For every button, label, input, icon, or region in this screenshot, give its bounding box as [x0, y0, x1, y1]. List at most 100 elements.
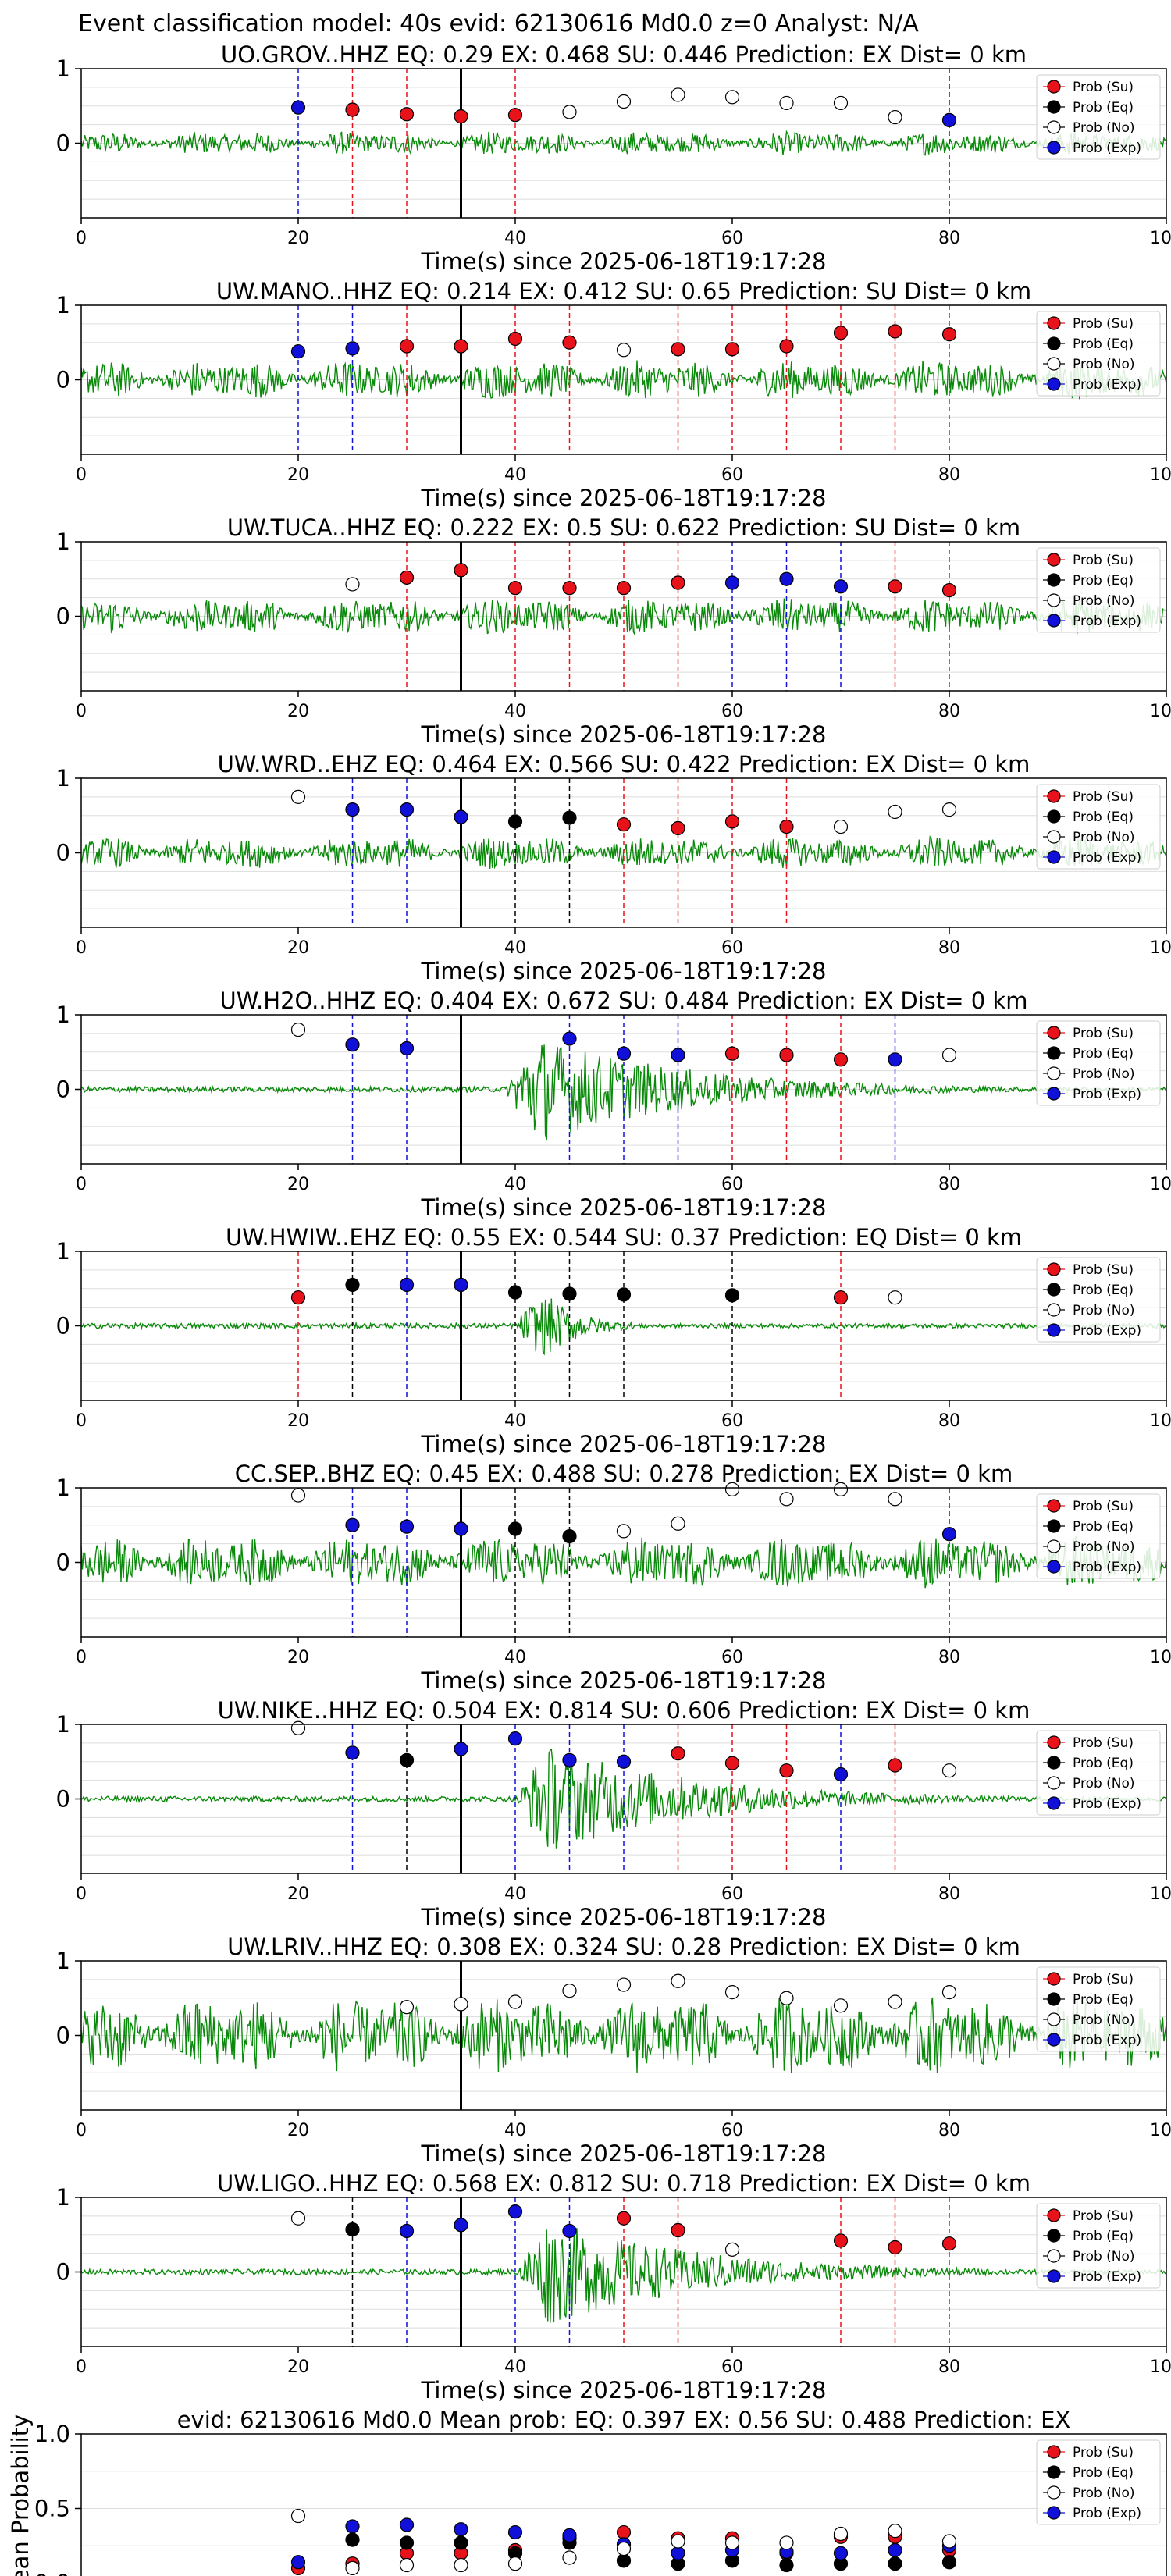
- prob-point-eq: [616, 2553, 632, 2568]
- x-tick-label: 60: [721, 1884, 743, 1904]
- panel-3: UW.TUCA..HHZ EQ: 0.222 EX: 0.5 SU: 0.622…: [56, 514, 1171, 748]
- prob-point-no: [616, 343, 632, 358]
- prob-point-exp: [671, 1048, 685, 1062]
- legend-label: Prob (No): [1073, 1303, 1135, 1318]
- legend-box: [1036, 1020, 1161, 1106]
- prob-point-eq: [507, 1521, 523, 1536]
- prob-point-no: [779, 1991, 794, 2005]
- prob-point-no: [290, 1022, 306, 1037]
- legend-label: Prob (Su): [1073, 1026, 1134, 1041]
- panel-title: UW.TUCA..HHZ EQ: 0.222 EX: 0.5 SU: 0.622…: [227, 514, 1020, 541]
- legend-box: [1036, 74, 1161, 160]
- prob-point-no: [345, 2560, 360, 2575]
- x-tick-label: 60: [721, 1175, 743, 1194]
- prob-point-su: [507, 581, 523, 596]
- legend-label: Prob (Eq): [1073, 2229, 1134, 2244]
- legend-label: Prob (No): [1073, 2012, 1135, 2028]
- prob-point-exp: [454, 2522, 468, 2537]
- x-tick-label: 60: [721, 1411, 743, 1431]
- prob-point-su: [454, 563, 468, 578]
- x-tick-label: 20: [287, 1648, 309, 1667]
- prob-point-no: [671, 2534, 685, 2549]
- legend-label: Prob (No): [1073, 1066, 1135, 1082]
- prob-point-su: [399, 570, 415, 585]
- legend-label: Prob (Exp): [1073, 614, 1141, 629]
- y-tick-label: 0: [56, 1786, 70, 1813]
- y-tick-label: 0: [56, 130, 70, 157]
- legend-label: Prob (Exp): [1073, 2506, 1141, 2521]
- panel-7: CC.SEP..BHZ EQ: 0.45 EX: 0.488 SU: 0.278…: [56, 1461, 1171, 1694]
- prob-point-no: [724, 2242, 740, 2257]
- panel-title: UW.LIGO..HHZ EQ: 0.568 EX: 0.812 SU: 0.7…: [217, 2170, 1030, 2197]
- prob-point-exp: [454, 1521, 468, 1536]
- legend-marker-exp: [1047, 850, 1061, 864]
- prob-point-su: [507, 331, 523, 347]
- legend-marker-no: [1047, 2485, 1061, 2500]
- x-axis-label: Time(s) since 2025-06-18T19:17:28: [421, 1667, 827, 1694]
- legend-box: [1036, 1493, 1161, 1579]
- legend-box: [1036, 547, 1161, 633]
- y-tick-label: 0: [56, 2023, 70, 2049]
- legend-label: Prob (Eq): [1073, 809, 1134, 825]
- prob-point-eq: [345, 2222, 360, 2237]
- legend-label: Prob (Su): [1073, 1262, 1134, 1278]
- x-tick-label: 40: [504, 1411, 526, 1431]
- y-tick-label: 0: [56, 1313, 70, 1340]
- legend: Prob (Su) Prob (Eq) Prob (No) Prob (Exp): [1036, 547, 1161, 633]
- x-tick-label: 0: [76, 2121, 87, 2140]
- x-tick-label: 20: [287, 702, 309, 721]
- prob-point-su: [833, 1052, 849, 1067]
- legend-marker-no: [1047, 1776, 1061, 1790]
- prob-point-su: [671, 2222, 685, 2238]
- x-axis-label: Time(s) since 2025-06-18T19:17:28: [421, 2140, 827, 2167]
- prob-point-su: [833, 326, 849, 340]
- prob-point-su: [562, 335, 577, 350]
- prob-point-su: [724, 1046, 740, 1061]
- prob-point-su: [616, 2211, 632, 2226]
- prob-point-eq: [507, 1285, 523, 1300]
- legend-box: [1036, 1730, 1161, 1816]
- legend-marker-no: [1047, 830, 1061, 844]
- prob-point-su: [833, 1290, 849, 1305]
- x-axis-label: Time(s) since 2025-06-18T19:17:28: [421, 1194, 827, 1221]
- legend-marker-eq: [1047, 2229, 1061, 2243]
- prob-point-exp: [562, 2223, 577, 2239]
- x-tick-label: 40: [504, 229, 526, 248]
- prob-point-su: [671, 342, 685, 357]
- legend-marker-su: [1047, 1972, 1061, 1986]
- legend: Prob (Su) Prob (Eq) Prob (No) Prob (Exp): [1036, 784, 1161, 870]
- panel-title: UO.GROV..HHZ EQ: 0.29 EX: 0.468 SU: 0.44…: [221, 41, 1027, 68]
- legend-box: [1036, 1257, 1161, 1343]
- prob-point-no: [290, 789, 306, 804]
- y-tick-label: 1: [56, 528, 70, 555]
- prob-point-su: [399, 339, 415, 354]
- prob-point-eq: [399, 2535, 415, 2550]
- x-tick-label: 40: [504, 465, 526, 485]
- legend-marker-su: [1047, 316, 1061, 330]
- legend-marker-exp: [1047, 141, 1061, 155]
- legend-marker-su: [1047, 1735, 1061, 1749]
- y-tick-label: 0: [56, 603, 70, 630]
- legend-marker-exp: [1047, 2506, 1061, 2520]
- prob-point-no: [833, 2526, 849, 2542]
- prob-point-no: [888, 2524, 902, 2539]
- prob-point-exp: [454, 1277, 468, 1293]
- y-tick-label: 0: [56, 367, 70, 393]
- prob-point-su: [779, 339, 794, 354]
- legend-label: Prob (Exp): [1073, 850, 1141, 866]
- prob-point-exp: [290, 2555, 306, 2570]
- prob-point-exp: [724, 575, 740, 590]
- x-tick-label: 100: [1150, 2121, 1171, 2140]
- x-tick-label: 40: [504, 2357, 526, 2377]
- prob-point-exp: [833, 579, 849, 594]
- legend-box: [1036, 2439, 1161, 2525]
- x-axis-label: Time(s) since 2025-06-18T19:17:28: [421, 721, 827, 748]
- prob-point-no: [888, 1994, 902, 2009]
- prob-point-exp: [345, 2519, 360, 2534]
- prob-point-no: [616, 94, 632, 109]
- panel-title: UW.MANO..HHZ EQ: 0.214 EX: 0.412 SU: 0.6…: [216, 278, 1031, 304]
- prob-point-no: [888, 109, 902, 125]
- prob-point-exp: [888, 2542, 902, 2558]
- prob-point-no: [833, 1998, 849, 2013]
- prob-point-su: [671, 1746, 685, 1761]
